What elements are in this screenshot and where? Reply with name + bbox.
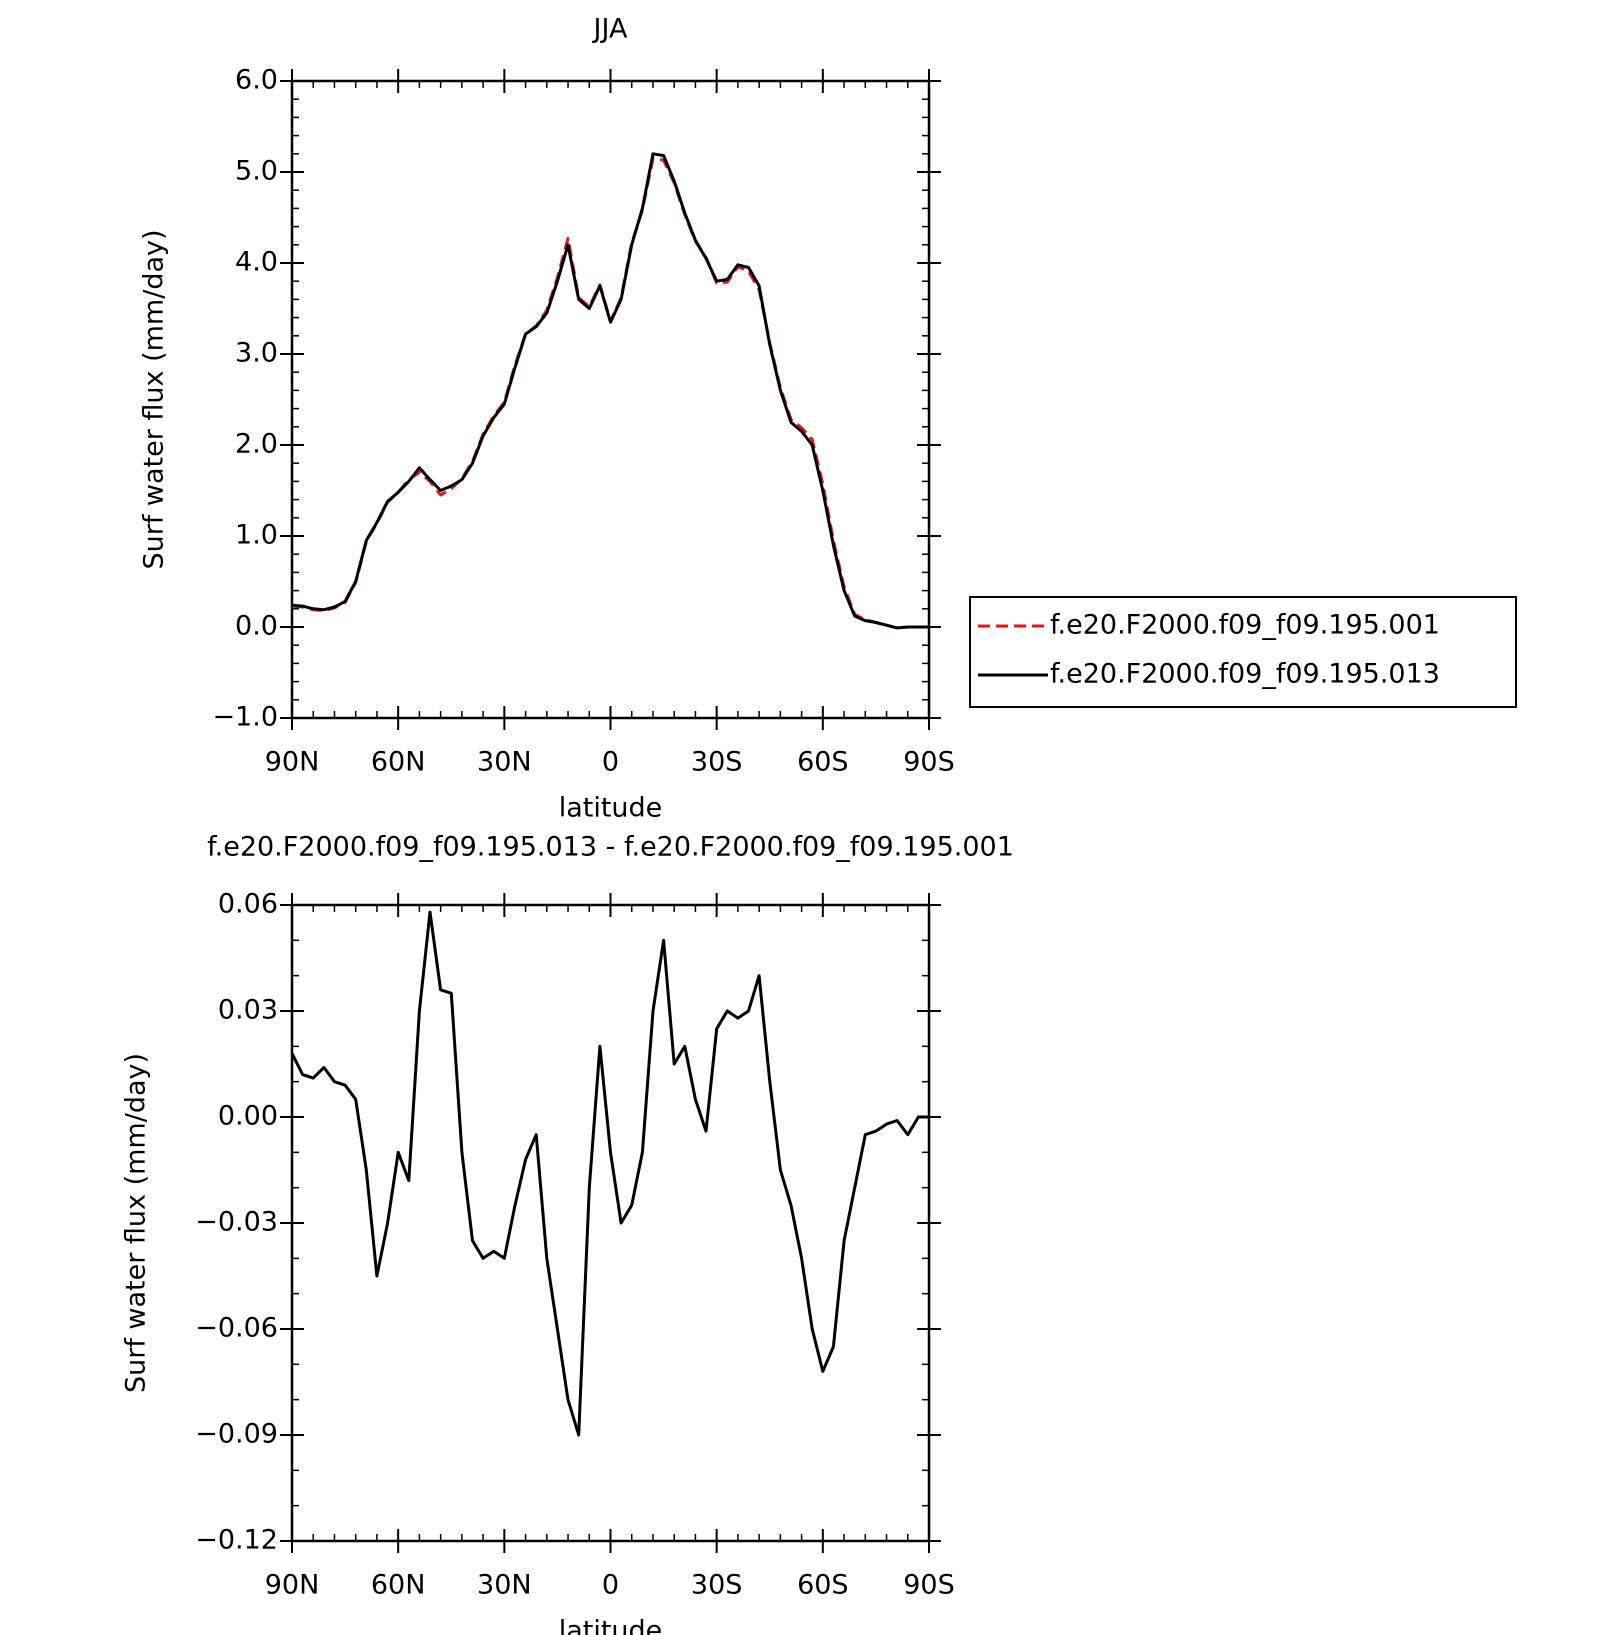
data-line [291, 152, 929, 630]
y-tick-label: −1.0 [212, 702, 278, 733]
legend: f.e20.F2000.f09_f09.195.001 f.e20.F2000.f… [969, 596, 1517, 708]
y-tick-label: 2.0 [235, 429, 278, 460]
chart-title: JJA [592, 14, 628, 45]
x-tick-label: 30N [477, 747, 532, 778]
x-tick-label: 60N [371, 1570, 426, 1601]
chart-title: f.e20.F2000.f09_f09.195.013 - f.e20.F200… [207, 832, 1014, 863]
x-tick-label: 90S [903, 1570, 955, 1601]
legend-label: f.e20.F2000.f09_f09.195.001 [1050, 610, 1440, 641]
x-tick-label: 30S [691, 1570, 743, 1601]
data-line [290, 910, 929, 1437]
x-tick-label: 60S [797, 747, 849, 778]
legend-label: f.e20.F2000.f09_f09.195.013 [1050, 659, 1440, 690]
x-axis-label: latitude [559, 793, 663, 824]
x-tick-label: 30N [477, 1570, 532, 1601]
x-tick-label: 90S [903, 747, 955, 778]
legend-box [969, 596, 1517, 708]
y-tick-label: −0.06 [195, 1313, 278, 1344]
y-tick-label: −0.09 [195, 1419, 278, 1450]
x-tick-label: 90N [265, 747, 320, 778]
y-tick-label: 0.06 [218, 889, 278, 920]
y-tick-label: 3.0 [235, 338, 278, 369]
y-tick-label: 0.00 [218, 1101, 278, 1132]
y-tick-label: −0.03 [195, 1207, 278, 1238]
y-tick-label: 4.0 [235, 247, 278, 278]
y-tick-label: 0.0 [235, 611, 278, 642]
plot-frame [290, 903, 931, 1543]
x-tick-label: 60N [371, 747, 426, 778]
x-tick-label: 0 [602, 747, 619, 778]
x-tick-label: 0 [602, 1570, 619, 1601]
y-tick-label: 0.03 [218, 995, 278, 1026]
y-tick-label: 1.0 [235, 520, 278, 551]
x-tick-label: 60S [797, 1570, 849, 1601]
x-axis-label: latitude [559, 1616, 663, 1635]
data-line [291, 156, 929, 630]
y-tick-label: 6.0 [235, 65, 278, 96]
y-axis-label: Surf water flux (mm/day) [139, 229, 170, 569]
x-tick-label: 90N [265, 1570, 320, 1601]
y-tick-label: −0.12 [195, 1525, 278, 1556]
y-axis-label: Surf water flux (mm/day) [121, 1053, 152, 1393]
x-tick-label: 30S [691, 747, 743, 778]
y-tick-label: 5.0 [235, 156, 278, 187]
plot-frame [290, 79, 931, 720]
